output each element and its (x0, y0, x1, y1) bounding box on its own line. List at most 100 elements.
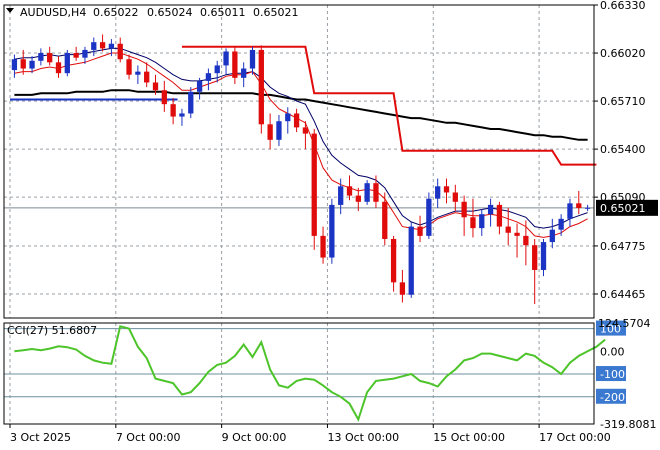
candle-body (170, 104, 176, 117)
chart-header: AUDUSD,H4 0.65022 0.65024 0.65011 0.6502… (6, 6, 299, 19)
cci-level-label-bg (596, 388, 626, 404)
candle-body (302, 127, 309, 134)
candle-body (576, 203, 582, 208)
sma-slow-line (14, 89, 588, 141)
candle-body (232, 51, 238, 78)
time-tick-label: 17 Oct 00:00 (539, 431, 611, 444)
axes: 0.663300.660200.657100.654000.650900.647… (3, 0, 656, 444)
candle-body (108, 43, 115, 49)
candle-body (523, 235, 529, 246)
resistance-step-line (182, 45, 597, 166)
candle-body (214, 65, 220, 74)
candle-body (514, 232, 520, 236)
current-price-label: 0.65021 (596, 199, 658, 216)
candle-body (47, 53, 53, 63)
ohlc-high: 0.65024 (147, 6, 193, 19)
candle-body (276, 121, 282, 140)
cci-tick-label: 124.5704 (598, 317, 651, 330)
candle-body (205, 73, 212, 81)
candle-body (241, 68, 247, 78)
candle-body (267, 124, 273, 140)
candle-body (505, 226, 511, 233)
candle-body (346, 186, 353, 196)
candle-body (82, 49, 88, 58)
main-panel-frame (3, 4, 595, 319)
candle-body (496, 204, 503, 227)
current-price-value: 0.65021 (600, 202, 646, 215)
candle-body (584, 207, 591, 209)
cci-tick-label: -319.8081 (600, 418, 656, 431)
cci-panel-frame (3, 322, 595, 425)
price-tick-label: 0.66330 (600, 0, 646, 12)
candle-body (117, 43, 123, 60)
candle-body (258, 49, 264, 125)
candle-body (91, 42, 97, 50)
candle-body (399, 282, 406, 295)
candle-body (126, 59, 132, 75)
ohlc-low: 0.65011 (200, 6, 246, 19)
candle-body (461, 201, 467, 218)
cci-indicator-label: CCI(27) 51.6807 (7, 324, 97, 337)
candle-body (382, 201, 388, 239)
symbol-dropdown-icon[interactable] (6, 8, 14, 13)
chart-title: AUDUSD,H4 (20, 6, 86, 19)
candle-body (135, 71, 141, 75)
candle-body (29, 60, 35, 69)
candle-body (532, 245, 538, 270)
candle-body (443, 186, 450, 193)
candle-body (567, 203, 573, 219)
candle-body (223, 51, 229, 66)
candles (11, 34, 591, 305)
candle-body (338, 186, 344, 205)
candle-body (320, 235, 326, 258)
ohlc-close: 0.65021 (253, 6, 299, 19)
price-tick-label: 0.64775 (600, 240, 646, 253)
candle-body (329, 204, 335, 258)
time-tick-label: 3 Oct 2025 (10, 431, 71, 444)
candle-body (285, 113, 291, 122)
candle-body (390, 238, 397, 283)
candle-body (355, 195, 361, 202)
candle-body (452, 192, 458, 202)
candle-body (99, 42, 106, 49)
candle-body (293, 113, 300, 128)
candle-body (20, 59, 26, 69)
candle-body (408, 226, 414, 295)
candle-body (373, 183, 379, 202)
price-tick-label: 0.65710 (600, 95, 646, 108)
cci-level-label-bg (596, 320, 626, 336)
cci-tick-label: 0.00 (600, 345, 625, 358)
price-tick-label: 0.65400 (600, 143, 646, 156)
time-tick-label: 13 Oct 00:00 (327, 431, 399, 444)
candle-body (479, 214, 485, 229)
candle-body (540, 242, 547, 270)
time-tick-label: 15 Oct 00:00 (433, 431, 505, 444)
cci-panel: 100 -100 -200 (4, 320, 626, 423)
cci-level-label: -100 (600, 368, 625, 381)
ema-mid-line (14, 47, 588, 229)
candle-body (152, 82, 159, 91)
time-tick-label: 9 Oct 00:00 (222, 431, 287, 444)
candle-body (417, 226, 423, 236)
cci-level-label: -200 (600, 391, 625, 404)
time-tick-label: 7 Oct 00:00 (116, 431, 181, 444)
candle-body (161, 90, 167, 105)
candle-body (179, 113, 185, 117)
candle-body (549, 229, 555, 243)
candle-body (196, 80, 203, 92)
candle-body (435, 186, 441, 199)
grid-lines (4, 4, 594, 424)
candle-body (144, 71, 150, 83)
price-tick-label: 0.64465 (600, 288, 646, 301)
cci-level-label-bg (596, 366, 626, 382)
candle-body (249, 49, 256, 69)
candle-body (73, 53, 79, 58)
candle-body (64, 53, 70, 74)
ema-fast-line (14, 52, 588, 238)
candle-body (470, 217, 476, 229)
candle-body (11, 59, 18, 71)
candle-body (487, 204, 494, 215)
candle-body (188, 91, 194, 114)
cci-line (14, 325, 606, 423)
